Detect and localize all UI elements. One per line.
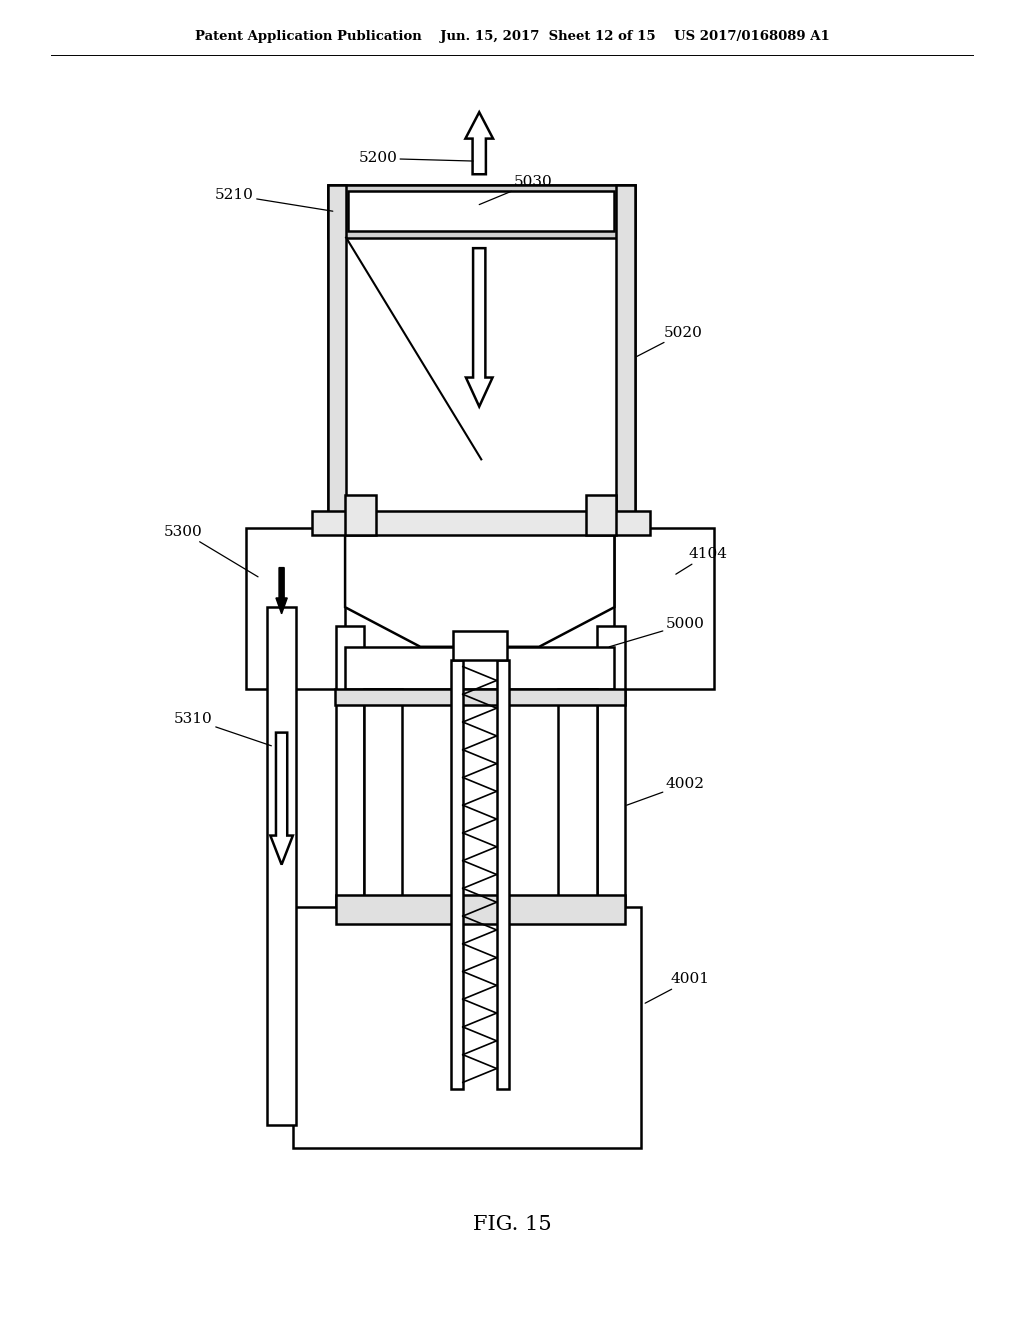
FancyArrow shape	[465, 112, 494, 174]
Bar	[453, 631, 507, 660]
Text: FIG. 15: FIG. 15	[473, 1216, 551, 1234]
Bar	[597, 626, 625, 908]
Bar	[348, 191, 614, 231]
Bar	[345, 495, 376, 535]
Text: 5310: 5310	[174, 713, 271, 746]
Bar	[267, 607, 296, 1125]
Text: 4002: 4002	[627, 777, 705, 805]
Text: 5300: 5300	[164, 525, 258, 577]
Bar	[328, 185, 635, 512]
Bar	[336, 626, 364, 908]
Text: 5020: 5020	[637, 326, 702, 356]
Bar	[364, 689, 402, 908]
Polygon shape	[345, 647, 614, 689]
Bar	[335, 689, 625, 705]
Bar	[558, 689, 597, 908]
Bar	[614, 528, 714, 689]
Bar	[293, 907, 641, 1148]
Bar	[586, 495, 616, 535]
FancyArrow shape	[466, 248, 493, 407]
Text: 5210: 5210	[215, 189, 333, 211]
Bar	[616, 185, 635, 512]
Bar	[497, 660, 509, 1089]
Bar	[336, 895, 625, 924]
Text: Patent Application Publication    Jun. 15, 2017  Sheet 12 of 15    US 2017/01680: Patent Application Publication Jun. 15, …	[195, 30, 829, 44]
Text: 5000: 5000	[609, 618, 705, 647]
FancyArrow shape	[276, 568, 287, 614]
Bar	[246, 528, 345, 689]
Bar	[328, 185, 635, 238]
Bar	[451, 660, 463, 1089]
Text: 4104: 4104	[676, 548, 727, 574]
FancyArrow shape	[270, 733, 293, 865]
Polygon shape	[345, 535, 614, 647]
Text: 5200: 5200	[358, 152, 473, 165]
Text: 5030: 5030	[479, 176, 553, 205]
Bar	[328, 185, 346, 512]
Text: 4001: 4001	[645, 973, 710, 1003]
Bar	[312, 511, 650, 535]
